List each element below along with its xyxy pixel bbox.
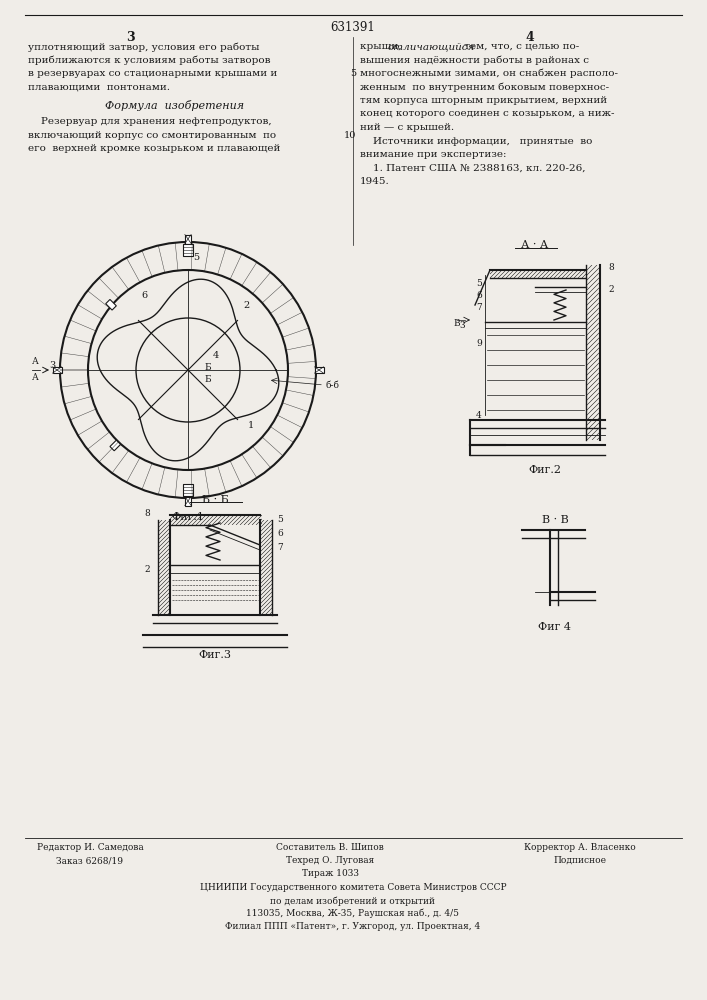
Text: женным  по внутренним боковым поверхнос-: женным по внутренним боковым поверхнос- xyxy=(360,83,609,92)
Bar xyxy=(183,484,193,496)
Text: Б: Б xyxy=(205,375,211,384)
Text: ЦНИИПИ Государственного комитета Совета Министров СССР: ЦНИИПИ Государственного комитета Совета … xyxy=(199,883,506,892)
Bar xyxy=(106,299,117,310)
Bar xyxy=(52,367,62,373)
Text: Фиг.3: Фиг.3 xyxy=(199,650,231,660)
Text: 8: 8 xyxy=(608,263,614,272)
Text: его  верхней кромке козырьком и плавающей: его верхней кромке козырьком и плавающей xyxy=(28,144,281,153)
Text: 4: 4 xyxy=(213,351,219,360)
Text: 4: 4 xyxy=(477,410,482,420)
Text: 631391: 631391 xyxy=(331,21,375,34)
Text: б-б: б-б xyxy=(326,380,340,389)
Text: 113035, Москва, Ж-35, Раушская наб., д. 4/5: 113035, Москва, Ж-35, Раушская наб., д. … xyxy=(247,909,460,918)
Text: 4: 4 xyxy=(525,31,534,44)
Text: Редактор И. Самедова: Редактор И. Самедова xyxy=(37,843,144,852)
Text: плавающими  понтонами.: плавающими понтонами. xyxy=(28,83,170,92)
Text: 5: 5 xyxy=(277,516,283,524)
Bar xyxy=(183,244,193,256)
Text: В: В xyxy=(454,318,460,328)
Text: Б · Б: Б · Б xyxy=(201,495,228,505)
Text: многоснежными зимами, он снабжен располо-: многоснежными зимами, он снабжен располо… xyxy=(360,69,618,79)
Text: 2: 2 xyxy=(243,300,250,310)
Text: Фиг.1: Фиг.1 xyxy=(172,512,204,522)
Text: крыши,: крыши, xyxy=(360,42,404,51)
Text: Б: Б xyxy=(205,362,211,371)
Bar xyxy=(185,234,191,243)
Text: по делам изобретений и открытий: по делам изобретений и открытий xyxy=(271,896,436,906)
Text: 5: 5 xyxy=(476,278,482,288)
Text: 7: 7 xyxy=(477,302,482,312)
Text: 8: 8 xyxy=(144,508,150,518)
Bar xyxy=(185,496,191,506)
Text: Источники информации,   принятые  во: Источники информации, принятые во xyxy=(360,136,592,145)
Text: 1. Патент США № 2388163, кл. 220-26,: 1. Патент США № 2388163, кл. 220-26, xyxy=(360,163,585,172)
Text: Корректор А. Власенко: Корректор А. Власенко xyxy=(524,843,636,852)
Text: 1945.: 1945. xyxy=(360,177,390,186)
Text: А: А xyxy=(32,373,38,382)
Text: В · В: В · В xyxy=(542,515,568,525)
Text: Подписное: Подписное xyxy=(554,856,607,865)
Text: 10: 10 xyxy=(344,130,356,139)
Text: Формула  изобретения: Формула изобретения xyxy=(105,100,245,111)
Text: приближаются к условиям работы затворов: приближаются к условиям работы затворов xyxy=(28,55,271,65)
Text: 3: 3 xyxy=(49,360,55,369)
Bar xyxy=(110,440,121,451)
Text: А · А: А · А xyxy=(521,240,549,250)
Text: ний — с крышей.: ний — с крышей. xyxy=(360,123,454,132)
Text: внимание при экспертизе:: внимание при экспертизе: xyxy=(360,150,506,159)
Text: 6: 6 xyxy=(477,290,482,300)
Text: Фиг 4: Фиг 4 xyxy=(539,622,571,632)
Text: конец которого соединен с козырьком, а ниж-: конец которого соединен с козырьком, а н… xyxy=(360,109,614,118)
Text: 7: 7 xyxy=(277,542,283,552)
Text: А: А xyxy=(32,358,38,366)
Text: Составитель В. Шипов: Составитель В. Шипов xyxy=(276,843,384,852)
Text: 2: 2 xyxy=(608,286,614,294)
Text: тем, что, с целью по-: тем, что, с целью по- xyxy=(461,42,579,51)
Text: Резервуар для хранения нефтепродуктов,: Резервуар для хранения нефтепродуктов, xyxy=(28,117,271,126)
Text: Фиг.2: Фиг.2 xyxy=(529,465,561,475)
Text: 9: 9 xyxy=(477,338,482,348)
Text: тям корпуса шторным прикрытием, верхний: тям корпуса шторным прикрытием, верхний xyxy=(360,96,607,105)
Text: Филиал ППП «Патент», г. Ужгород, ул. Проектная, 4: Филиал ППП «Патент», г. Ужгород, ул. Про… xyxy=(226,922,481,931)
Text: 3: 3 xyxy=(126,31,134,44)
Text: в резервуарах со стационарными крышами и: в резервуарах со стационарными крышами и xyxy=(28,69,277,78)
Text: отличающийся: отличающийся xyxy=(388,42,475,51)
Text: 5: 5 xyxy=(193,253,199,262)
Text: Тираж 1033: Тираж 1033 xyxy=(301,869,358,878)
Text: 3: 3 xyxy=(460,320,465,330)
Text: уплотняющий затвор, условия его работы: уплотняющий затвор, условия его работы xyxy=(28,42,259,51)
Text: 6: 6 xyxy=(277,528,283,538)
Text: 1: 1 xyxy=(248,420,255,430)
Bar xyxy=(315,367,324,373)
Text: включающий корпус со смонтированным  по: включающий корпус со смонтированным по xyxy=(28,130,276,139)
Text: вышения надёжности работы в районах с: вышения надёжности работы в районах с xyxy=(360,55,589,65)
Text: Заказ 6268/19: Заказ 6268/19 xyxy=(57,856,124,865)
Text: 5: 5 xyxy=(350,69,356,78)
Text: 6: 6 xyxy=(142,290,148,300)
Text: 2: 2 xyxy=(144,566,150,574)
Text: Техред О. Луговая: Техред О. Луговая xyxy=(286,856,374,865)
